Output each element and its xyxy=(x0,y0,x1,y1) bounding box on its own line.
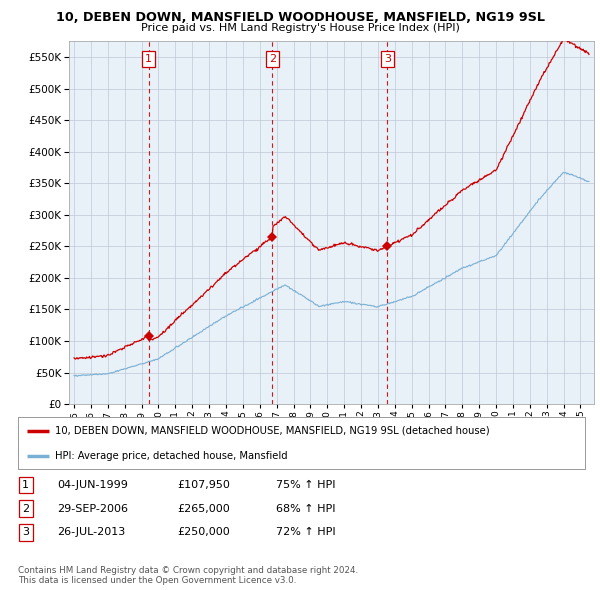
Text: £265,000: £265,000 xyxy=(177,504,230,513)
Text: 1: 1 xyxy=(145,54,152,64)
Text: 2: 2 xyxy=(22,504,29,513)
Text: HPI: Average price, detached house, Mansfield: HPI: Average price, detached house, Mans… xyxy=(55,451,287,461)
Text: 1: 1 xyxy=(22,480,29,490)
Text: 04-JUN-1999: 04-JUN-1999 xyxy=(57,480,128,490)
Text: Contains HM Land Registry data © Crown copyright and database right 2024.
This d: Contains HM Land Registry data © Crown c… xyxy=(18,566,358,585)
Text: 68% ↑ HPI: 68% ↑ HPI xyxy=(276,504,335,513)
Text: 10, DEBEN DOWN, MANSFIELD WOODHOUSE, MANSFIELD, NG19 9SL (detached house): 10, DEBEN DOWN, MANSFIELD WOODHOUSE, MAN… xyxy=(55,425,490,435)
Text: 3: 3 xyxy=(384,54,391,64)
Text: Price paid vs. HM Land Registry's House Price Index (HPI): Price paid vs. HM Land Registry's House … xyxy=(140,23,460,33)
Text: £107,950: £107,950 xyxy=(177,480,230,490)
Text: 29-SEP-2006: 29-SEP-2006 xyxy=(57,504,128,513)
Text: 72% ↑ HPI: 72% ↑ HPI xyxy=(276,527,335,537)
Text: 10, DEBEN DOWN, MANSFIELD WOODHOUSE, MANSFIELD, NG19 9SL: 10, DEBEN DOWN, MANSFIELD WOODHOUSE, MAN… xyxy=(56,11,545,24)
Text: £250,000: £250,000 xyxy=(177,527,230,537)
Text: 26-JUL-2013: 26-JUL-2013 xyxy=(57,527,125,537)
Text: 2: 2 xyxy=(269,54,276,64)
Text: 3: 3 xyxy=(22,527,29,537)
Text: 75% ↑ HPI: 75% ↑ HPI xyxy=(276,480,335,490)
